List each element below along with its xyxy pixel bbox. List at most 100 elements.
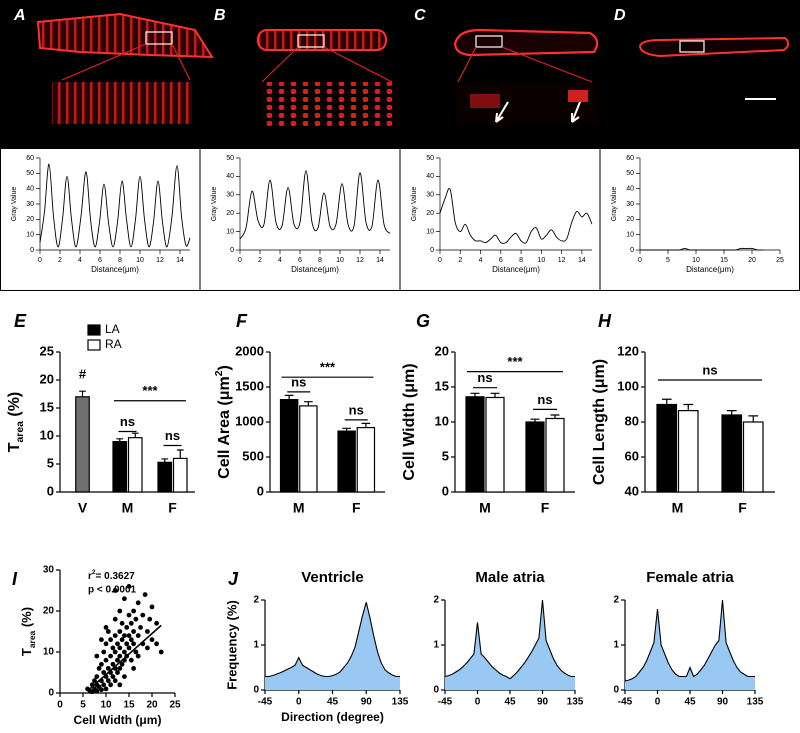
y-axis-label: Gray Value	[211, 187, 218, 222]
error-bar	[176, 449, 184, 459]
y-axis-label: Tarea (%)	[6, 392, 26, 453]
point	[128, 637, 134, 643]
y-tick-label: 1	[613, 640, 619, 651]
label-part: (%)	[6, 392, 23, 421]
y-axis-label: Tarea (%)	[19, 607, 37, 656]
error-bar	[284, 394, 294, 400]
point	[142, 592, 148, 597]
point	[128, 620, 134, 626]
y-tick-label: 0	[30, 247, 34, 254]
label-part: 2	[92, 569, 96, 576]
x-tick-label: F	[168, 500, 177, 516]
error-bar	[550, 414, 560, 419]
y-tick-label: 30	[226, 192, 234, 199]
zoom-box	[679, 40, 705, 53]
label-part: (%)	[19, 607, 34, 631]
point	[131, 641, 137, 647]
x-tick-label: 45	[504, 697, 516, 708]
panel-label: I	[12, 569, 18, 589]
y-tick-label: 20	[435, 343, 449, 358]
panel-label: C	[414, 7, 426, 24]
y-tick-label: 2	[433, 595, 439, 606]
point	[94, 688, 100, 694]
y-tick-label: 30	[43, 565, 55, 576]
annotation: ns	[120, 414, 135, 429]
y-tick-label: 5	[47, 455, 54, 470]
arrows	[495, 101, 581, 123]
y-tick-label: 40	[426, 173, 434, 180]
bar	[525, 421, 545, 493]
profile-line	[239, 170, 391, 240]
y-tick-label: 10	[426, 228, 434, 235]
annotation: r2= 0.3627	[88, 569, 135, 581]
y-axis-label: Gray Value	[611, 187, 618, 222]
y-tick-label: 50	[626, 170, 634, 177]
y-tick-label: 50	[226, 155, 234, 162]
point	[94, 653, 100, 659]
point	[110, 674, 116, 679]
error-bar	[116, 438, 124, 442]
x-tick-label: 90	[537, 697, 549, 708]
panel-label: E	[14, 311, 27, 331]
point	[108, 637, 113, 643]
bar	[172, 457, 188, 493]
area-line	[444, 599, 575, 680]
profile-dividers	[199, 148, 601, 290]
point	[122, 674, 127, 679]
y-tick-label: 0	[442, 483, 449, 498]
fit-line	[87, 624, 162, 692]
panel-label: F	[236, 311, 248, 331]
x-tick-label: 0	[57, 700, 63, 711]
x-tick-label: 90	[361, 697, 373, 708]
label-part: area	[15, 421, 26, 443]
error-bar	[361, 422, 371, 428]
point	[119, 620, 125, 626]
point	[117, 682, 123, 688]
bar	[75, 396, 90, 493]
point	[117, 653, 123, 659]
y-tick-label: 20	[26, 216, 34, 223]
annotation: ns	[291, 374, 306, 389]
x-tick-label: 5	[80, 700, 86, 711]
error-bar	[683, 403, 694, 411]
y-tick-label: 500	[242, 448, 264, 463]
panel-label: B	[214, 7, 226, 24]
x-tick-label: 2	[58, 257, 62, 264]
annotation: ***	[320, 360, 336, 375]
point	[149, 604, 155, 610]
bar	[485, 396, 505, 493]
legend-label: RA	[105, 337, 122, 351]
point	[128, 657, 134, 663]
error-bar	[490, 392, 500, 398]
y-tick-label: 0	[48, 688, 54, 699]
point	[135, 633, 141, 638]
point	[103, 686, 109, 692]
x-tick-label: M	[293, 500, 305, 516]
annotation: ns	[537, 392, 552, 407]
point	[112, 649, 118, 655]
point	[145, 645, 150, 651]
point	[133, 616, 139, 622]
x-tick-label: 0	[438, 257, 442, 264]
annotation: ***	[142, 383, 158, 398]
point	[110, 661, 116, 667]
x-axis-label: Cell Width (μm)	[74, 713, 162, 727]
zoom-box	[475, 35, 503, 48]
point	[145, 629, 150, 634]
subplot-title: Male atria	[475, 569, 545, 586]
zoom-lines	[61, 43, 191, 81]
annotation: ns	[477, 370, 492, 385]
x-axis-label: Distance(μm)	[492, 265, 540, 274]
x-tick-label: 8	[318, 257, 322, 264]
y-tick-label: 100	[617, 378, 639, 393]
y-tick-label: 30	[626, 201, 634, 208]
x-tick-label: 135	[567, 697, 584, 708]
y-tick-label: 1	[433, 640, 439, 651]
x-tick-label: 10	[692, 257, 700, 264]
x-tick-label: -45	[258, 697, 273, 708]
x-tick-label: 8	[519, 257, 523, 264]
label-part: 2	[214, 370, 225, 376]
x-tick-label: 6	[298, 257, 302, 264]
profile-line	[439, 187, 593, 244]
y-tick-label: 0	[230, 247, 234, 254]
